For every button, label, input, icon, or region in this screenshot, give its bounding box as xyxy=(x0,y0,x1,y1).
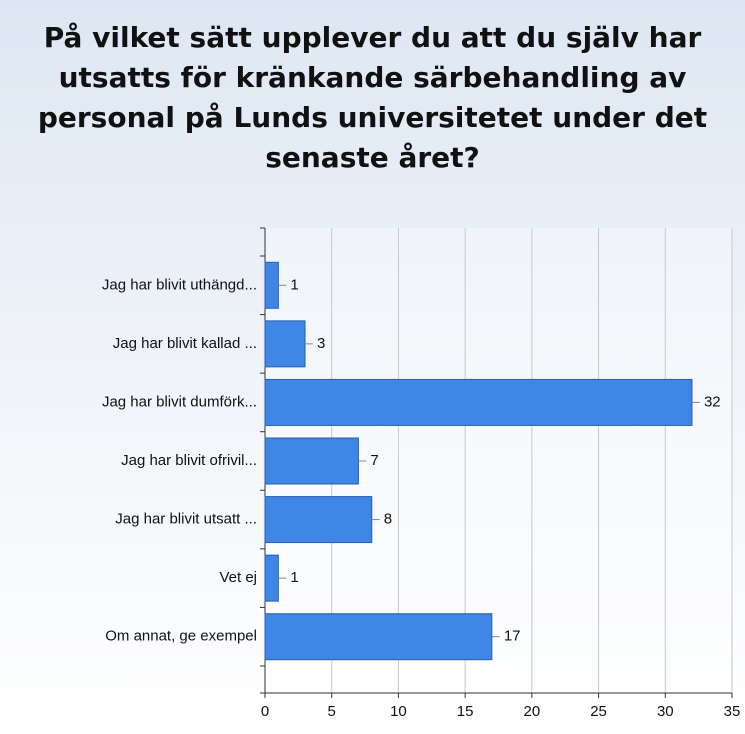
data-label: 17 xyxy=(504,628,521,645)
data-label: 1 xyxy=(290,276,298,293)
y-tick-label: Vet ej xyxy=(219,569,257,586)
y-tick-label: Jag har blivit utsatt ... xyxy=(115,511,257,528)
data-label: 7 xyxy=(370,452,378,469)
y-tick-label: Jag har blivit ofrivil... xyxy=(121,452,257,469)
x-tick-label: 35 xyxy=(724,703,741,720)
x-tick-label: 15 xyxy=(457,703,474,720)
x-tick-label: 20 xyxy=(524,703,541,720)
data-label: 1 xyxy=(290,569,298,586)
x-tick-label: 30 xyxy=(657,703,674,720)
y-tick-label: Jag har blivit uthängd... xyxy=(102,276,257,293)
y-tick-label: Om annat, ge exempel xyxy=(105,628,257,645)
y-tick-label: Jag har blivit dumförk... xyxy=(102,393,257,410)
x-tick-label: 5 xyxy=(328,703,336,720)
bar xyxy=(264,261,279,309)
data-label: 3 xyxy=(317,335,325,352)
bar xyxy=(264,437,359,485)
data-label: 8 xyxy=(384,511,392,528)
bar xyxy=(264,554,279,602)
data-label: 32 xyxy=(704,393,721,410)
x-tick-label: 0 xyxy=(261,703,269,720)
bar xyxy=(264,613,493,661)
bar xyxy=(264,320,306,368)
bar xyxy=(264,496,373,544)
bar xyxy=(264,378,693,426)
x-tick-label: 10 xyxy=(390,703,407,720)
chart-title: På vilket sätt upplever du att du själv … xyxy=(37,21,708,174)
y-tick-label: Jag har blivit kallad ... xyxy=(113,335,257,352)
x-tick-label: 25 xyxy=(590,703,607,720)
